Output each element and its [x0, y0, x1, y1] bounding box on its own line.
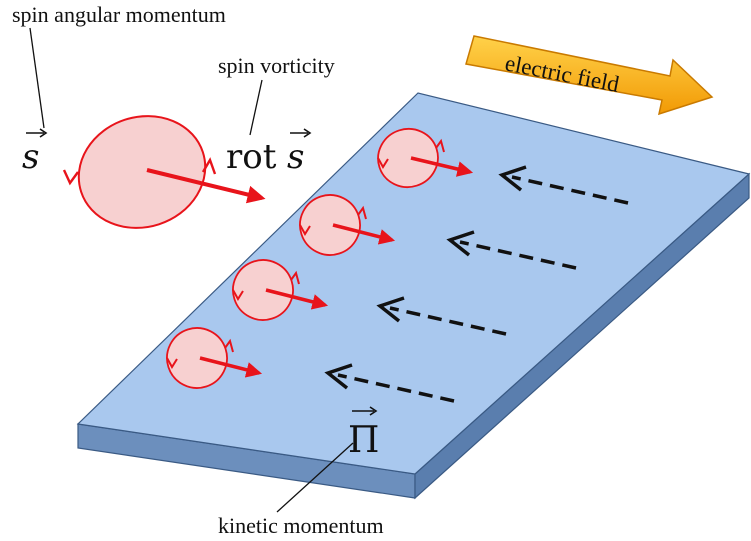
- spin-angular-momentum-label: spin angular momentum: [12, 2, 226, 27]
- current-arrow-4: [324, 363, 455, 403]
- current-arrow-3: [376, 296, 507, 336]
- rot-s-letter: s: [287, 137, 304, 177]
- rot-s-symbol: rot s: [226, 128, 312, 177]
- svg-text:s: s: [22, 137, 39, 177]
- spin-angular-momentum-leader: [29, 27, 45, 129]
- spin-vorticity-label: spin vorticity: [218, 53, 335, 78]
- svg-text:Π: Π: [348, 420, 379, 461]
- rot-word: rot: [226, 137, 277, 177]
- small-vortex-1: [377, 128, 474, 188]
- conductor-slab: [76, 92, 751, 500]
- small-vortex-2: [299, 194, 396, 256]
- small-vortex-4: [166, 327, 263, 389]
- spin-vorticity-leader: [249, 79, 263, 136]
- spin-vortex-icon: [62, 115, 266, 229]
- slab-top-surface: [76, 92, 751, 475]
- kinetic-momentum-leader: [276, 442, 354, 513]
- kinetic-momentum-label: kinetic momentum: [218, 513, 384, 538]
- s-vector-symbol: s: [22, 128, 48, 177]
- current-arrow-2: [446, 230, 577, 270]
- electric-field-arrow-icon: [465, 35, 714, 116]
- small-vortex-3: [232, 259, 329, 321]
- current-arrow-1: [498, 165, 629, 205]
- pi-vector-symbol: Π: [348, 406, 379, 461]
